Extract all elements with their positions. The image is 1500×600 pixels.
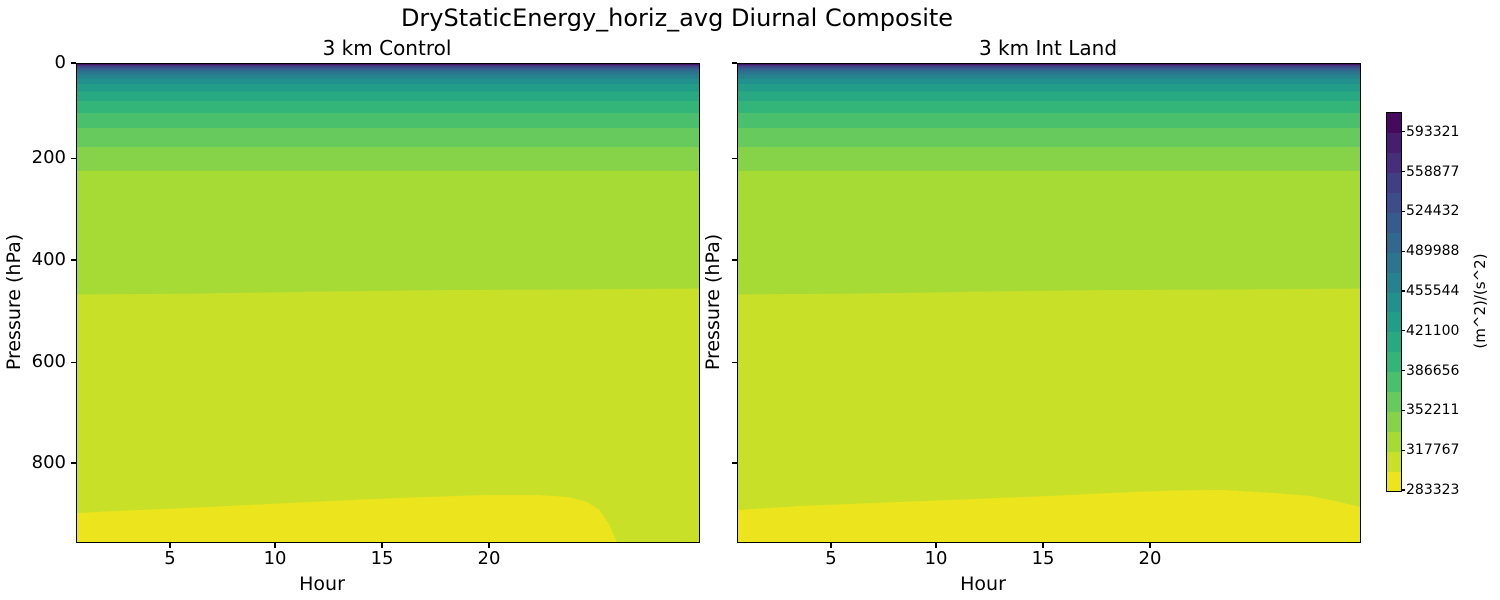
- x-tick-label: 10: [263, 548, 287, 569]
- x-tick-mark: [488, 542, 490, 548]
- contour-plot-control: [76, 63, 700, 543]
- x-tick-mark: [274, 542, 276, 548]
- x-axis-label-left: Hour: [299, 573, 345, 595]
- colorbar-band: [1387, 232, 1401, 253]
- colorbar-tick-mark: [1401, 131, 1405, 133]
- y-tick-mark: [71, 157, 76, 159]
- y-tick-mark: [71, 62, 76, 64]
- colorbar-band: [1387, 351, 1401, 373]
- colorbar-tick-label: 558877: [1406, 163, 1460, 180]
- colorbar-tick-mark: [1401, 210, 1405, 213]
- y-tick-mark: [71, 361, 76, 364]
- colorbar-band: [1387, 212, 1401, 233]
- colorbar-tick-label: 386656: [1406, 362, 1460, 379]
- y-tick-label: 600: [31, 351, 66, 373]
- colorbar-band: [1387, 451, 1401, 472]
- colorbar-tick-label: 593321: [1406, 123, 1460, 140]
- x-tick-mark: [381, 542, 383, 548]
- colorbar-band: [1387, 292, 1401, 313]
- colorbar-band: [1387, 371, 1401, 393]
- y-tick-mark: [732, 361, 737, 364]
- x-tick-label: 10: [924, 548, 948, 569]
- y-axis-label-left: Pressure (hPa): [3, 233, 25, 371]
- colorbar-tick-label: 352211: [1406, 402, 1460, 419]
- colorbar-tick-label: 317767: [1406, 442, 1460, 459]
- colorbar-band: [1387, 252, 1401, 273]
- colorbar-band: [1387, 113, 1401, 134]
- x-tick-mark: [1149, 542, 1151, 548]
- x-tick-label: 20: [477, 548, 501, 569]
- colorbar-tick-label: 524432: [1406, 203, 1460, 220]
- colorbar-band: [1387, 311, 1401, 333]
- y-tick-label: 200: [31, 147, 66, 169]
- colorbar-tick-mark: [1401, 409, 1405, 411]
- colorbar-band: [1387, 272, 1401, 293]
- x-tick-label: 5: [825, 548, 837, 569]
- x-tick-mark: [935, 542, 937, 548]
- colorbar-tick-label: 455544: [1406, 283, 1460, 300]
- colorbar-tick-label: 489988: [1406, 243, 1460, 260]
- y-tick-mark: [71, 462, 76, 464]
- subplot-title-intland: 3 km Int Land: [978, 36, 1118, 60]
- colorbar-band: [1387, 132, 1401, 154]
- colorbar-tick-label: 283323: [1406, 482, 1460, 498]
- colorbar-band: [1387, 391, 1401, 412]
- y-axis-label-right: Pressure (hPa): [702, 233, 724, 371]
- figure-title: DryStaticEnergy_horiz_avg Diurnal Compos…: [400, 4, 954, 32]
- x-tick-mark: [1042, 542, 1044, 548]
- y-tick-mark: [732, 62, 737, 64]
- contour-canvas: [77, 64, 699, 542]
- x-tick-label: 5: [164, 548, 176, 569]
- colorbar-tick-mark: [1401, 489, 1405, 491]
- x-tick-label: 15: [370, 548, 394, 569]
- y-tick-mark: [71, 259, 76, 261]
- y-tick-mark: [732, 259, 737, 261]
- colorbar-band: [1387, 331, 1401, 353]
- colorbar-band: [1387, 411, 1401, 432]
- colorbar-tick-mark: [1401, 171, 1405, 173]
- y-tick-label: 800: [31, 452, 66, 474]
- colorbar-tick-mark: [1401, 250, 1405, 252]
- colorbar-tick-label: 421100: [1406, 322, 1460, 339]
- y-tick-label: 400: [31, 248, 66, 270]
- colorbar-band: [1387, 192, 1401, 213]
- x-tick-mark: [169, 542, 171, 548]
- x-tick-mark: [830, 542, 832, 548]
- y-tick-mark: [732, 157, 737, 159]
- contour-plot-intland: [737, 63, 1361, 543]
- colorbar-tick-mark: [1401, 370, 1405, 372]
- colorbar-tick-mark: [1401, 330, 1405, 332]
- colorbar-band: [1387, 471, 1401, 492]
- colorbar-band: [1387, 172, 1401, 194]
- contour-canvas: [738, 64, 1360, 542]
- x-tick-label: 20: [1138, 548, 1162, 569]
- colorbar-band: [1387, 152, 1401, 174]
- subplot-title-control: 3 km Control: [322, 36, 452, 60]
- colorbar: [1386, 112, 1402, 492]
- x-axis-label-right: Hour: [960, 573, 1006, 595]
- x-tick-label: 15: [1031, 548, 1055, 569]
- colorbar-tick-mark: [1401, 449, 1405, 451]
- colorbar-label: (m^2)/(s^2): [1471, 253, 1489, 349]
- y-tick-mark: [732, 462, 737, 464]
- colorbar-tick-mark: [1401, 290, 1405, 292]
- y-tick-label: 0: [54, 52, 66, 73]
- colorbar-band: [1387, 431, 1401, 452]
